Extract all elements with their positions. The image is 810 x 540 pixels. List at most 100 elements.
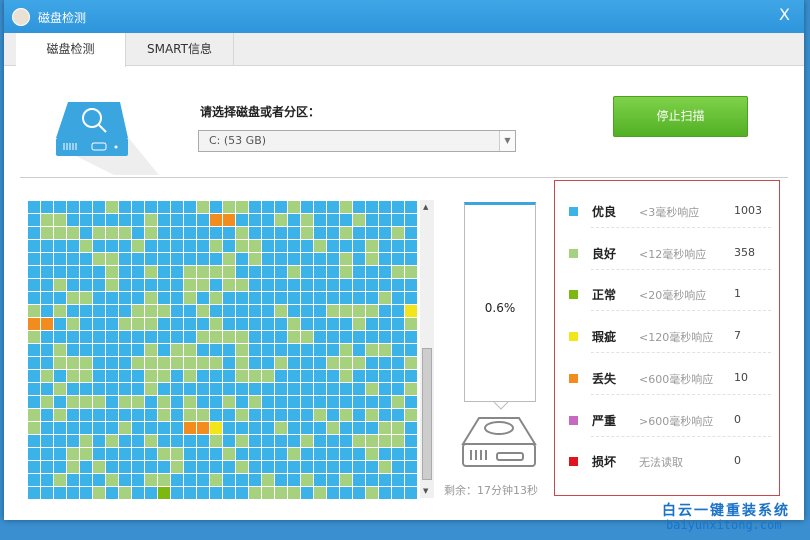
sector-cell	[93, 357, 105, 369]
sector-cell	[145, 370, 157, 382]
sector-cell	[132, 383, 144, 395]
sector-cell	[379, 474, 391, 486]
sector-cell	[392, 383, 404, 395]
sector-cell	[158, 266, 170, 278]
chevron-down-icon[interactable]: ▼	[499, 131, 515, 151]
sector-cell	[262, 383, 274, 395]
sector-cell	[392, 240, 404, 252]
sector-cell	[340, 383, 352, 395]
sector-cell	[210, 409, 222, 421]
sector-cell	[340, 461, 352, 473]
sector-cell	[145, 331, 157, 343]
sector-cell	[132, 344, 144, 356]
sector-cell	[249, 370, 261, 382]
sector-cell	[93, 331, 105, 343]
sector-cell	[184, 331, 196, 343]
scroll-down-icon[interactable]: ▼	[423, 487, 429, 495]
sector-cell	[340, 331, 352, 343]
disk-partition-select[interactable]: C: (53 GB) ▼	[198, 130, 516, 152]
sector-cell	[301, 396, 313, 408]
sector-cell	[132, 435, 144, 447]
sector-cell	[132, 370, 144, 382]
sector-cell	[366, 357, 378, 369]
sector-cell	[197, 292, 209, 304]
sector-cell	[54, 383, 66, 395]
legend-count: 0	[734, 412, 741, 426]
sector-cell	[288, 214, 300, 226]
grid-scrollbar[interactable]: ▲ ▼	[420, 200, 434, 498]
sector-cell	[236, 331, 248, 343]
sector-cell	[93, 279, 105, 291]
sector-cell	[171, 227, 183, 239]
sector-cell	[340, 240, 352, 252]
sector-cell	[379, 357, 391, 369]
sector-cell	[67, 435, 79, 447]
sector-cell	[41, 370, 53, 382]
sector-cell	[327, 227, 339, 239]
sector-cell	[28, 487, 40, 499]
sector-cell	[28, 240, 40, 252]
legend-item: 严重 >600毫秒响应 0	[555, 390, 781, 437]
sector-cell	[41, 474, 53, 486]
sector-cell	[301, 474, 313, 486]
sector-cell	[262, 435, 274, 447]
sector-cell	[80, 357, 92, 369]
sector-cell	[301, 435, 313, 447]
sector-cell	[236, 396, 248, 408]
sector-cell	[158, 227, 170, 239]
sector-cell	[301, 344, 313, 356]
legend-divider	[591, 227, 771, 228]
sector-cell	[353, 214, 365, 226]
sector-cell	[249, 292, 261, 304]
sector-cell	[223, 201, 235, 213]
sector-cell	[145, 357, 157, 369]
sector-cell	[223, 474, 235, 486]
sector-cell	[80, 435, 92, 447]
sector-cell	[145, 487, 157, 499]
sector-cell	[54, 331, 66, 343]
sector-cell	[366, 266, 378, 278]
sector-cell	[392, 370, 404, 382]
close-button[interactable]: X	[779, 5, 790, 24]
sector-cell	[145, 448, 157, 460]
tab-disk-check[interactable]: 磁盘检测	[16, 33, 126, 67]
sector-cell	[41, 331, 53, 343]
sector-cell	[171, 201, 183, 213]
sector-cell	[132, 266, 144, 278]
scroll-up-icon[interactable]: ▲	[423, 203, 429, 211]
sector-cell	[80, 383, 92, 395]
stop-scan-button[interactable]: 停止扫描	[613, 96, 748, 137]
sector-cell	[314, 357, 326, 369]
sector-cell	[158, 331, 170, 343]
sector-cell	[41, 461, 53, 473]
sector-cell	[314, 253, 326, 265]
tab-smart-info[interactable]: SMART信息	[126, 33, 234, 66]
sector-cell	[262, 370, 274, 382]
sector-cell	[249, 266, 261, 278]
sector-cell	[184, 370, 196, 382]
sector-cell	[132, 396, 144, 408]
sector-cell	[340, 396, 352, 408]
scrollbar-thumb[interactable]	[422, 348, 432, 480]
sector-cell	[171, 344, 183, 356]
sector-cell	[405, 253, 417, 265]
sector-cell	[314, 201, 326, 213]
legend-swatch	[569, 373, 578, 383]
sector-cell	[327, 487, 339, 499]
legend-divider	[591, 310, 771, 312]
sector-cell	[184, 357, 196, 369]
sector-cell	[236, 201, 248, 213]
sector-cell	[197, 331, 209, 343]
sector-cell	[54, 292, 66, 304]
sector-cell	[366, 383, 378, 395]
sector-cell	[223, 396, 235, 408]
sector-cell	[262, 357, 274, 369]
sector-cell	[210, 448, 222, 460]
sector-cell	[106, 461, 118, 473]
sector-cell	[54, 240, 66, 252]
sector-cell	[366, 474, 378, 486]
legend-desc: <600毫秒响应	[639, 372, 714, 386]
sector-cell	[392, 487, 404, 499]
sector-cell	[236, 435, 248, 447]
sector-cell	[262, 409, 274, 421]
